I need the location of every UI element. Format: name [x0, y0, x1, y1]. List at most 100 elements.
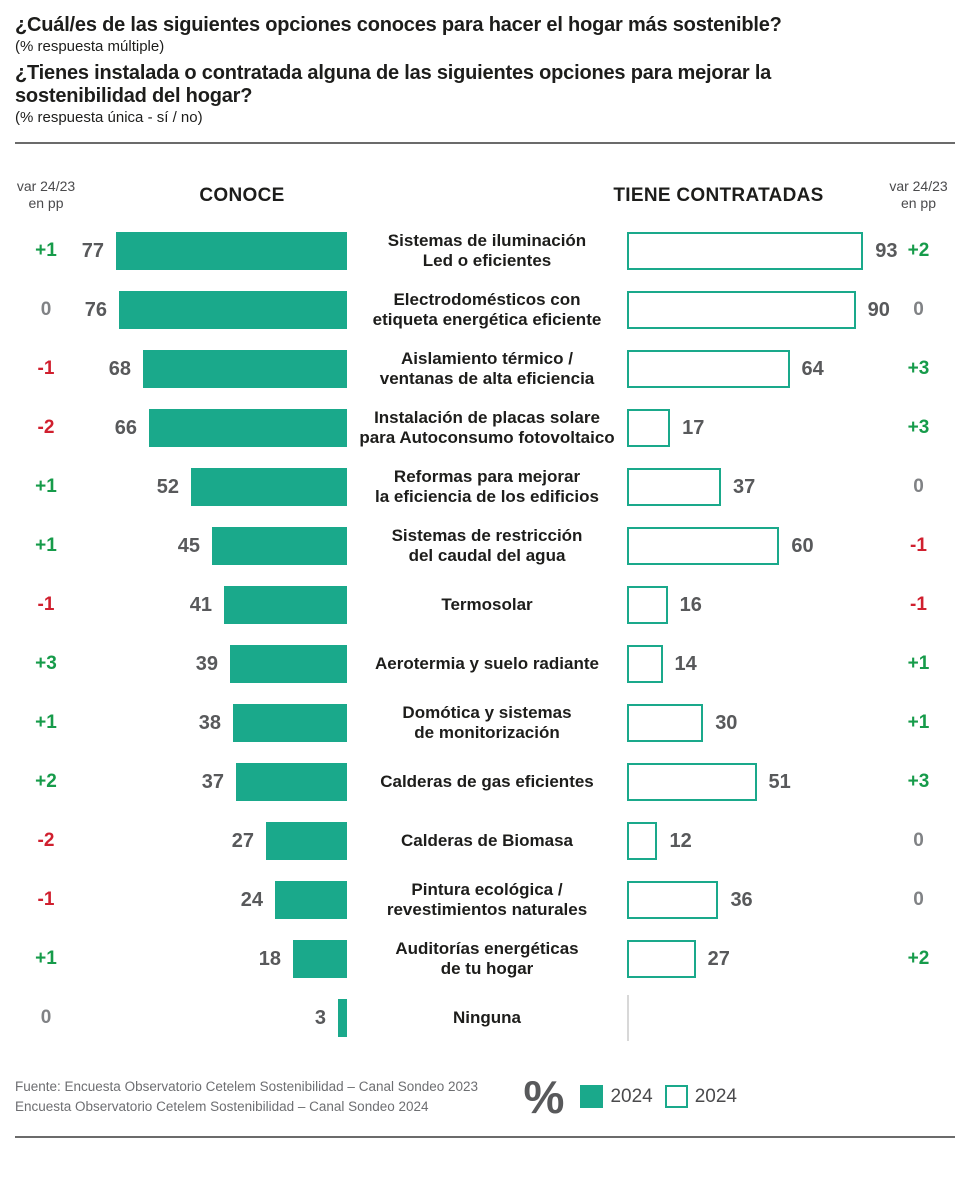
category-label: Aislamiento térmico / ventanas de alta e…: [379, 348, 595, 388]
category-label: Calderas de Biomasa: [401, 830, 573, 850]
var-conoce-value: 0: [40, 1007, 52, 1028]
category-label: Auditorías energéticas de tu hogar: [395, 938, 579, 978]
tiene-value: 17: [682, 416, 705, 439]
tiene-bar: [627, 645, 663, 683]
legend-swatch-filled: [580, 1085, 604, 1108]
var-tiene-value: +2: [907, 948, 930, 969]
question-2-subtitle: (% respuesta única - sí / no): [15, 108, 203, 126]
tiene-value: 64: [801, 357, 824, 380]
tiene-value: 51: [768, 770, 791, 793]
tiene-contratadas-header: TIENE CONTRATADAS: [613, 184, 824, 206]
category-label: Termosolar: [441, 594, 533, 614]
question-1-subtitle: (% respuesta múltiple): [15, 38, 165, 55]
tiene-bar: [627, 763, 757, 801]
category-label: Aerotermia y suelo radiante: [375, 653, 599, 673]
var-tiene-value: 0: [913, 889, 924, 910]
conoce-value: 38: [198, 711, 221, 734]
var-conoce-value: -2: [37, 830, 55, 851]
conoce-bar: [233, 704, 347, 742]
tiene-bar: [627, 291, 856, 329]
conoce-value: 39: [195, 652, 218, 675]
chart-row: +1 45 Sistemas de restricción del caudal…: [15, 517, 955, 576]
legend-swatch-outline: [664, 1085, 688, 1108]
tiene-bar: [627, 350, 790, 388]
right-axis-tick: [627, 995, 629, 1041]
chart-row: +2 37 Calderas de gas eficientes 51 +3: [15, 753, 955, 812]
category-label: Calderas de gas eficientes: [380, 771, 594, 791]
chart-row: +1 77 Sistemas de iluminación Led o efic…: [15, 222, 955, 281]
category-label: Reformas para mejorar la eficiencia de l…: [375, 466, 599, 506]
category-label: Domótica y sistemas de monitorización: [402, 702, 572, 742]
tiene-value: 30: [715, 711, 738, 734]
category-label: Electrodomésticos con etiqueta energétic…: [372, 289, 602, 329]
conoce-bar: [149, 409, 347, 447]
conoce-bar: [230, 645, 347, 683]
var-tiene-value: +3: [907, 771, 930, 792]
conoce-bar: [275, 881, 347, 919]
tiene-value: 36: [730, 888, 753, 911]
chart-row: -1 24 Pintura ecológica / revestimientos…: [15, 871, 955, 930]
var-conoce-value: +1: [35, 476, 57, 497]
chart-row: 0 3 Ninguna: [15, 989, 955, 1048]
var-tiene-value: 0: [913, 830, 924, 851]
conoce-bar: [338, 999, 347, 1037]
tiene-bar: [627, 468, 721, 506]
top-divider: [15, 141, 955, 144]
footer: Fuente: Encuesta Observatorio Cetelem So…: [15, 1074, 955, 1120]
chart-row: +1 52 Reformas para mejorar la eficienci…: [15, 458, 955, 517]
conoce-bar: [224, 586, 347, 624]
chart-column-headers: var 24/23 en pp CONOCE TIENE CONTRATADAS…: [15, 178, 955, 222]
chart-row: +1 38 Domótica y sistemas de monitorizac…: [15, 694, 955, 753]
bottom-divider: [15, 1135, 955, 1138]
tiene-value: 27: [707, 947, 730, 970]
var-conoce-value: +3: [35, 653, 57, 674]
category-label: Sistemas de iluminación Led o eficientes: [387, 230, 587, 270]
chart-rows: +1 77 Sistemas de iluminación Led o efic…: [15, 222, 955, 1048]
conoce-value: 41: [189, 593, 212, 616]
tiene-bar: [627, 232, 864, 270]
tiene-value: 12: [669, 829, 692, 852]
legend: % 2024 2024: [524, 1074, 737, 1120]
conoce-value: 76: [84, 298, 107, 321]
var-conoce-value: +1: [35, 240, 57, 261]
conoce-header: CONOCE: [199, 184, 285, 206]
var-conoce-value: +1: [35, 712, 57, 733]
category-label: Instalación de placas solare para Autoco…: [359, 407, 615, 447]
var-tiene-value: +1: [907, 653, 930, 674]
chart-row: -2 27 Calderas de Biomasa 12 0: [15, 812, 955, 871]
category-label: Sistemas de restricción del caudal del a…: [391, 525, 583, 565]
chart-row: -2 66 Instalación de placas solare para …: [15, 399, 955, 458]
tiene-value: 60: [791, 534, 814, 557]
conoce-value: 24: [240, 888, 263, 911]
conoce-bar: [119, 291, 347, 329]
header: ¿Cuál/es de las siguientes opciones cono…: [15, 0, 955, 128]
var-tiene-value: 0: [913, 299, 924, 320]
conoce-value: 37: [201, 770, 224, 793]
var-tiene-value: -1: [910, 594, 927, 615]
var-tiene-value: +3: [907, 417, 930, 438]
conoce-bar: [266, 822, 347, 860]
var-tiene-value: +3: [907, 358, 930, 379]
legend-label-outline: 2024: [694, 1085, 737, 1107]
tiene-bar: [627, 704, 704, 742]
tiene-value: 37: [732, 475, 756, 498]
conoce-value: 68: [108, 357, 131, 380]
source-line-1: Fuente: Encuesta Observatorio Cetelem So…: [15, 1078, 479, 1094]
conoce-value: 3: [314, 1006, 326, 1029]
chart-row: +3 39 Aerotermia y suelo radiante 14 +1: [15, 635, 955, 694]
var-header-left: var 24/23 en pp: [16, 177, 76, 212]
question-1-title: ¿Cuál/es de las siguientes opciones cono…: [15, 14, 782, 36]
tiene-bar: [627, 881, 719, 919]
var-tiene-value: 0: [913, 476, 924, 497]
conoce-value: 66: [114, 416, 137, 439]
conoce-bar: [293, 940, 347, 978]
legend-item-outline: 2024: [664, 1085, 737, 1108]
conoce-bar: [143, 350, 347, 388]
legend-label-filled: 2024: [610, 1085, 653, 1107]
var-conoce-value: +1: [35, 948, 57, 969]
conoce-bar: [236, 763, 347, 801]
tiene-bar: [627, 940, 696, 978]
conoce-bar: [191, 468, 347, 506]
var-conoce-value: +2: [35, 771, 57, 792]
